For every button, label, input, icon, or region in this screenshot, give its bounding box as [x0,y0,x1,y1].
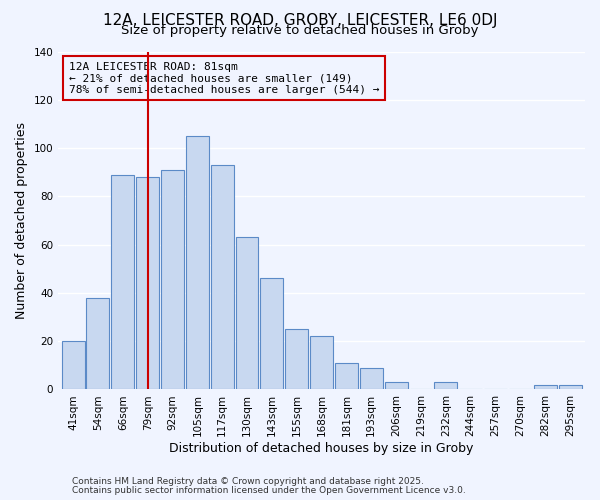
Text: 12A LEICESTER ROAD: 81sqm
← 21% of detached houses are smaller (149)
78% of semi: 12A LEICESTER ROAD: 81sqm ← 21% of detac… [69,62,379,95]
Text: Size of property relative to detached houses in Groby: Size of property relative to detached ho… [121,24,479,37]
Bar [434,382,457,390]
Bar [211,165,233,390]
Bar [86,298,109,390]
Bar [260,278,283,390]
Bar [186,136,209,390]
Bar [360,368,383,390]
Y-axis label: Number of detached properties: Number of detached properties [15,122,28,319]
Bar [161,170,184,390]
X-axis label: Distribution of detached houses by size in Groby: Distribution of detached houses by size … [169,442,474,455]
Bar [236,238,259,390]
Bar [62,341,85,390]
Text: Contains HM Land Registry data © Crown copyright and database right 2025.: Contains HM Land Registry data © Crown c… [72,477,424,486]
Bar [335,363,358,390]
Bar [534,384,557,390]
Bar [112,174,134,390]
Bar [310,336,333,390]
Text: Contains public sector information licensed under the Open Government Licence v3: Contains public sector information licen… [72,486,466,495]
Bar [286,329,308,390]
Text: 12A, LEICESTER ROAD, GROBY, LEICESTER, LE6 0DJ: 12A, LEICESTER ROAD, GROBY, LEICESTER, L… [103,12,497,28]
Bar [385,382,407,390]
Bar [136,177,159,390]
Bar [559,384,581,390]
